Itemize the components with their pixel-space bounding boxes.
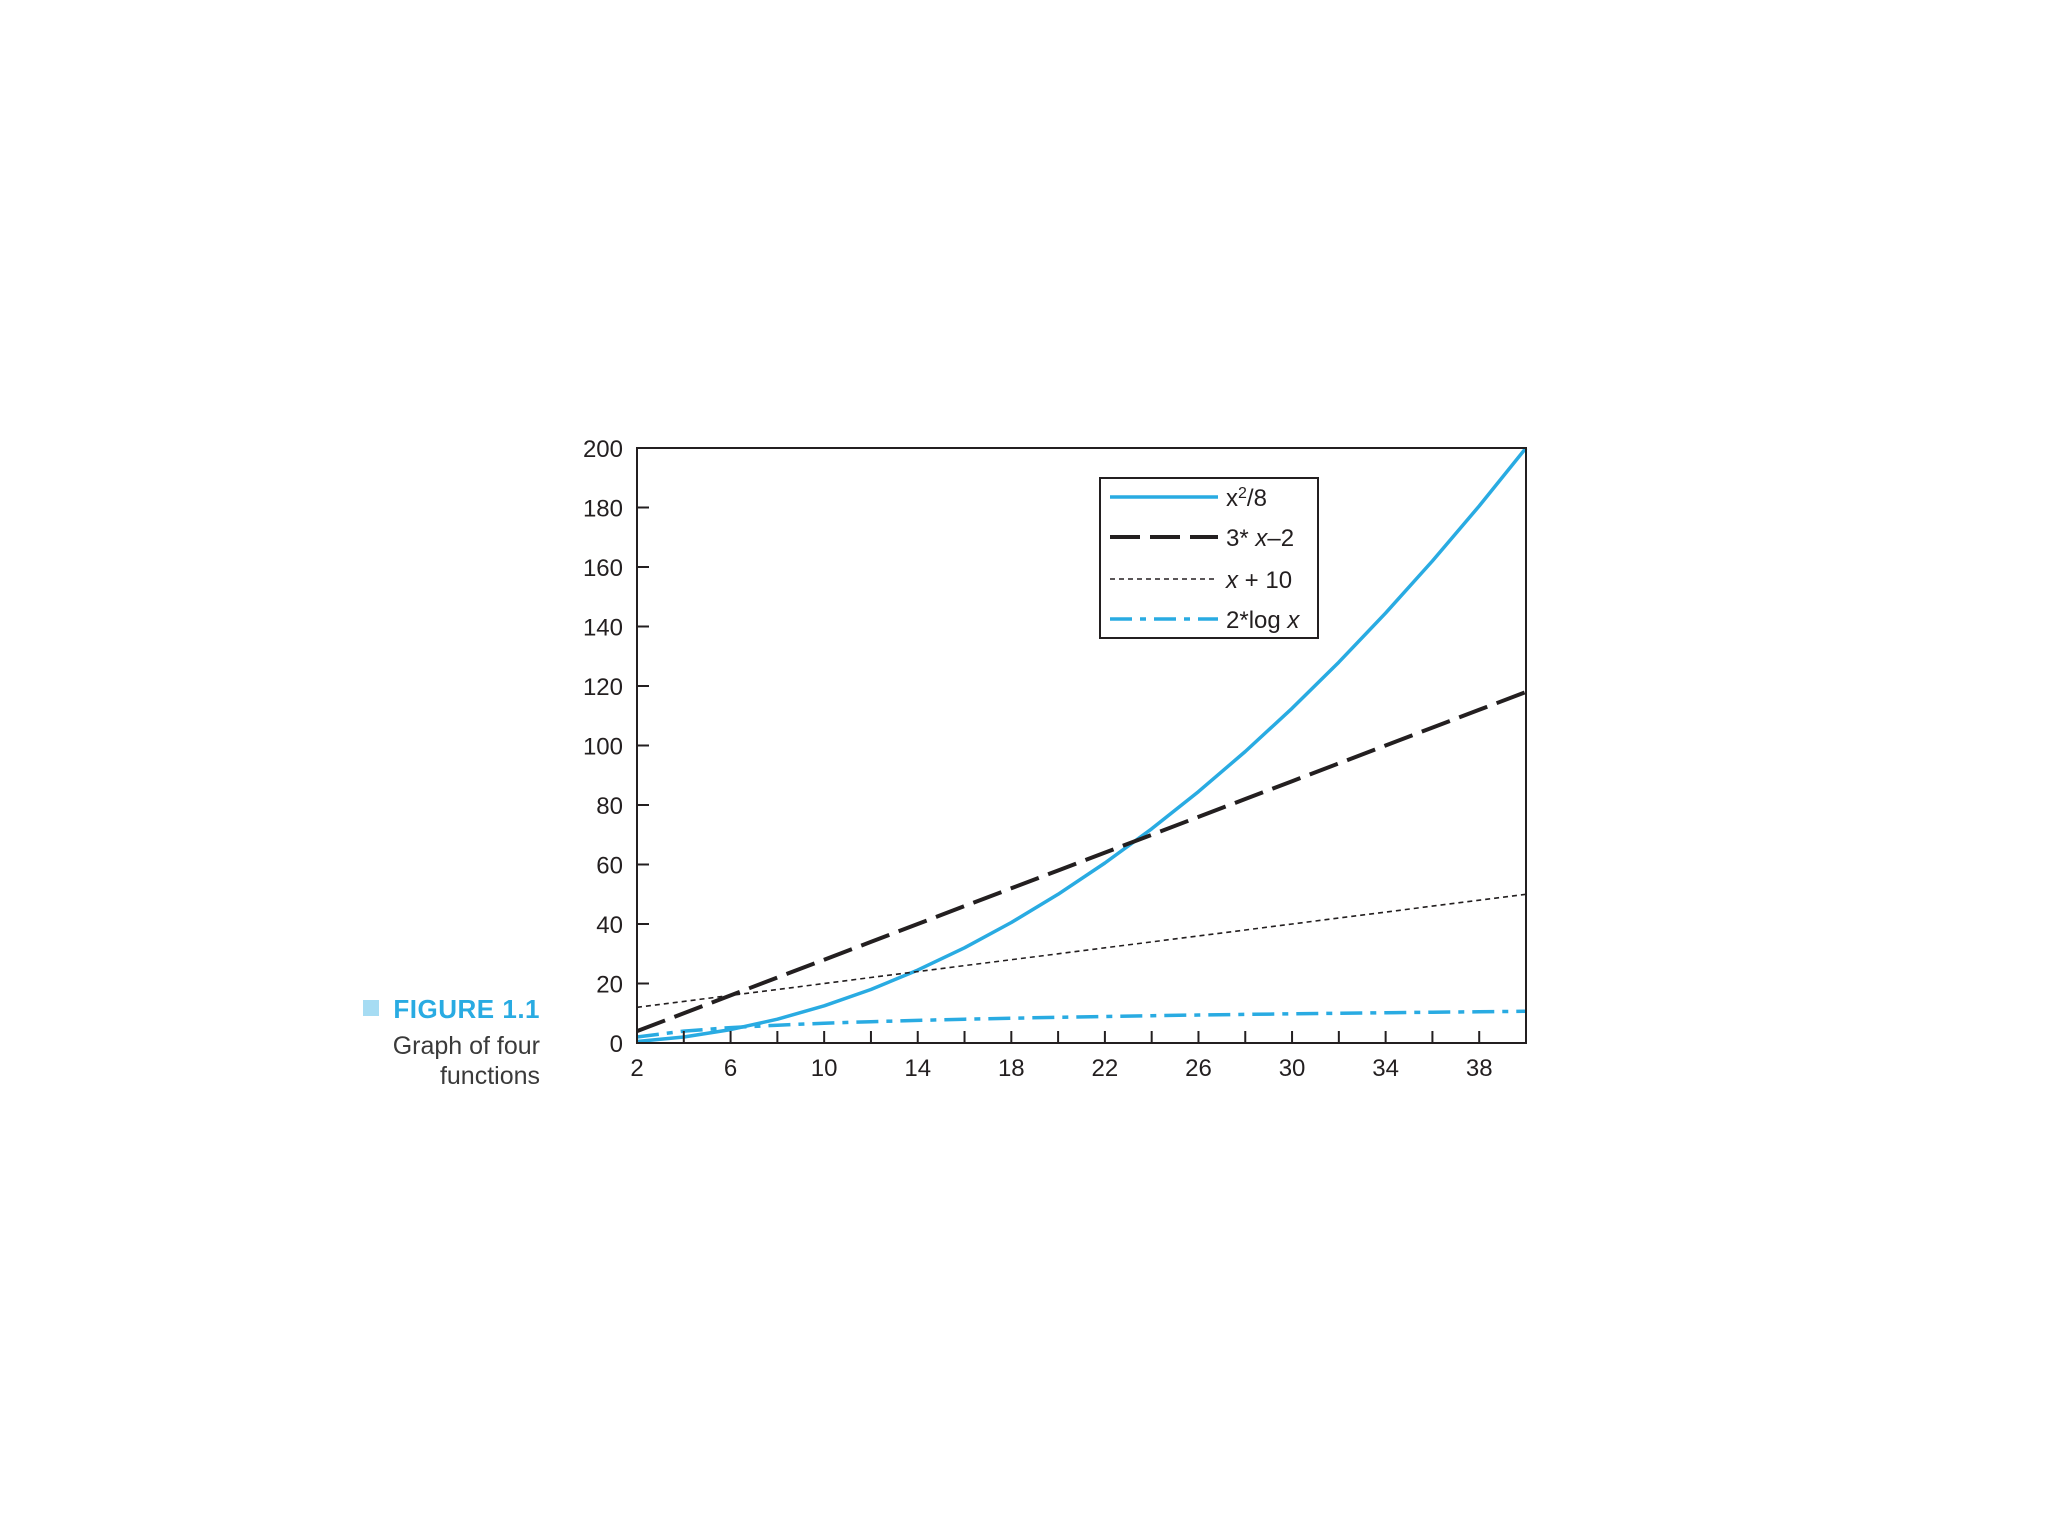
y-tick-label: 120 (583, 674, 623, 701)
y-tick-label: 40 (596, 912, 623, 939)
figure-description: Graph of four functions (392, 1032, 540, 1090)
y-tick-label: 20 (596, 972, 623, 999)
legend-label-3: x + 10 (1225, 567, 1292, 594)
x-tick-label: 6 (724, 1055, 737, 1082)
legend-box (1099, 477, 1319, 639)
x-tick-label: 22 (1092, 1055, 1119, 1082)
x-tick-label: 2 (630, 1055, 643, 1082)
figure-label-line: FIGURE 1.1 (330, 994, 540, 1025)
legend-label-2: 3* x–2 (1226, 525, 1294, 552)
plot-frame (636, 447, 1527, 1044)
legend-label-4: 2*log x (1226, 607, 1300, 634)
x-tick-label: 18 (998, 1055, 1025, 1082)
series-layer (636, 446, 1528, 1044)
x-tick-label: 26 (1185, 1055, 1212, 1082)
legend: x2/8 3* x–2 x + 10 2*log x (1099, 477, 1319, 639)
figure-caption: FIGURE 1.1 Graph of four functions (330, 994, 540, 1091)
y-tick-label: 180 (583, 496, 623, 523)
x-tick-label: 10 (811, 1055, 838, 1082)
y-tick-label: 160 (583, 555, 623, 582)
series-line-1 (636, 446, 1528, 1044)
series-line-2 (636, 690, 1527, 1033)
figure-label: FIGURE 1.1 (393, 994, 540, 1024)
y-tick-label: 0 (610, 1031, 623, 1058)
x-tick-label: 14 (904, 1055, 931, 1082)
figure-marker-square (363, 1000, 380, 1016)
series-line-4 (636, 1009, 1527, 1039)
x-tick-label: 30 (1279, 1055, 1306, 1082)
series-line-3 (636, 893, 1527, 1009)
y-tick-label: 60 (596, 853, 623, 880)
legend-label-1: x2/8 (1226, 485, 1267, 513)
y-tick-label: 100 (583, 734, 623, 761)
y-tick-label: 200 (583, 436, 623, 463)
y-tick-label: 140 (583, 615, 623, 642)
x-tick-label: 34 (1372, 1055, 1399, 1082)
x-tick-label: 38 (1466, 1055, 1493, 1082)
y-tick-label: 80 (596, 793, 623, 820)
